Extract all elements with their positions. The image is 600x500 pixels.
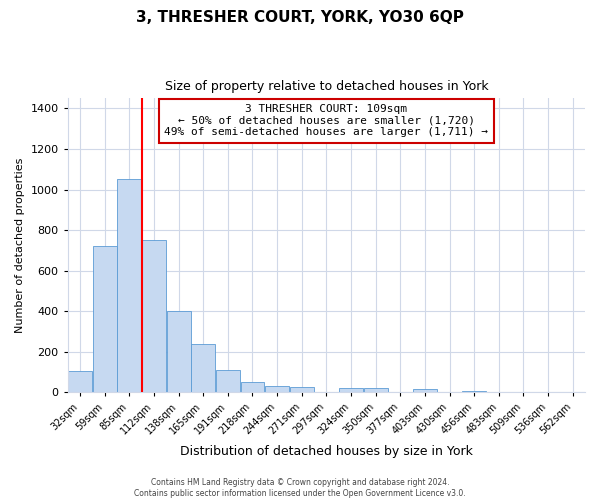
Title: Size of property relative to detached houses in York: Size of property relative to detached ho… bbox=[164, 80, 488, 93]
Bar bbox=[118, 180, 141, 392]
Bar bbox=[93, 246, 116, 392]
Text: 3, THRESHER COURT, YORK, YO30 6QP: 3, THRESHER COURT, YORK, YO30 6QP bbox=[136, 10, 464, 25]
Text: 3 THRESHER COURT: 109sqm
← 50% of detached houses are smaller (1,720)
49% of sem: 3 THRESHER COURT: 109sqm ← 50% of detach… bbox=[164, 104, 488, 138]
Bar bbox=[241, 382, 265, 392]
Bar bbox=[339, 388, 363, 392]
Bar bbox=[142, 240, 166, 392]
Bar bbox=[462, 391, 486, 392]
X-axis label: Distribution of detached houses by size in York: Distribution of detached houses by size … bbox=[180, 444, 473, 458]
Bar bbox=[413, 389, 437, 392]
Bar bbox=[364, 388, 388, 392]
Bar bbox=[265, 386, 289, 392]
Bar bbox=[290, 387, 314, 392]
Bar bbox=[68, 371, 92, 392]
Text: Contains HM Land Registry data © Crown copyright and database right 2024.
Contai: Contains HM Land Registry data © Crown c… bbox=[134, 478, 466, 498]
Bar bbox=[191, 344, 215, 392]
Bar bbox=[167, 311, 191, 392]
Bar bbox=[216, 370, 240, 392]
Y-axis label: Number of detached properties: Number of detached properties bbox=[15, 158, 25, 333]
